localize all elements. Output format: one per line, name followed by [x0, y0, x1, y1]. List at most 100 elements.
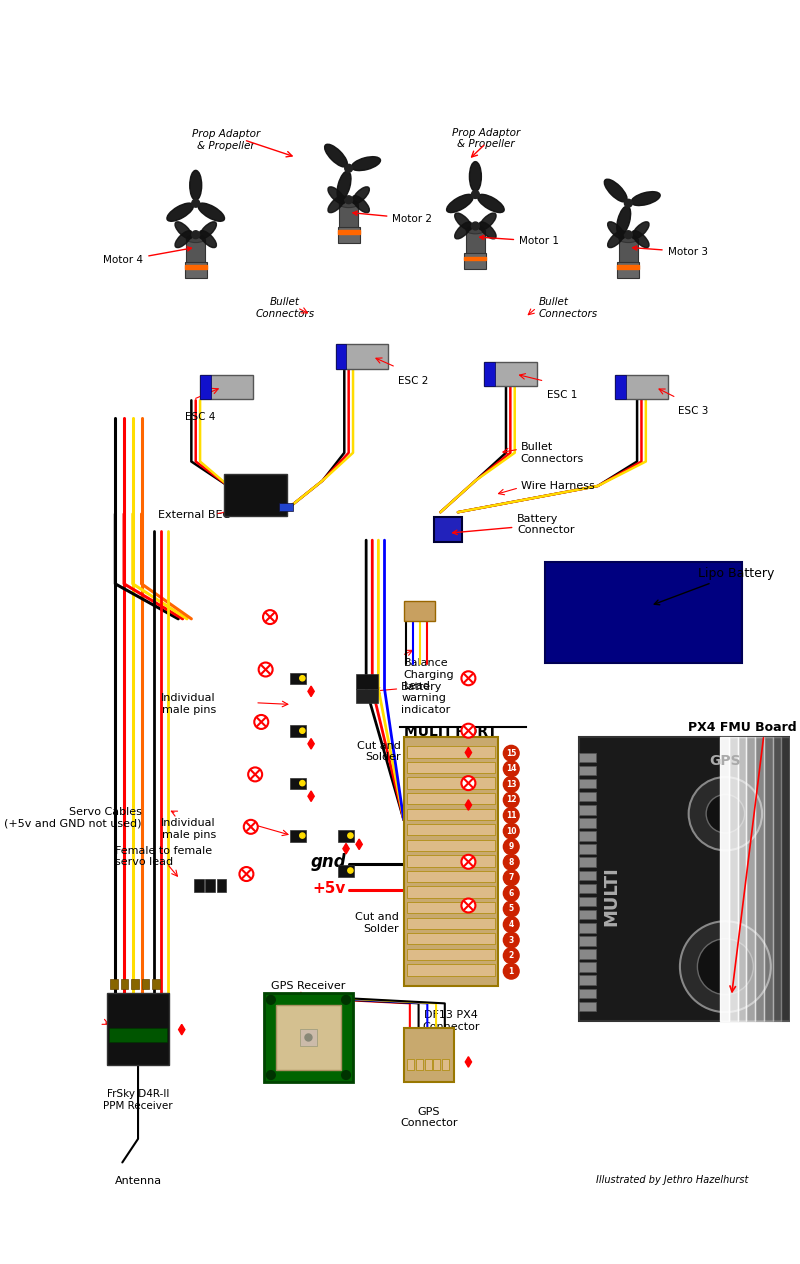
Bar: [404, 1028, 454, 1082]
Text: Battery
warning
indicator: Battery warning indicator: [401, 681, 450, 715]
Bar: [578, 937, 596, 945]
Bar: [729, 737, 738, 1021]
Bar: [186, 239, 205, 267]
Circle shape: [503, 933, 519, 948]
Bar: [578, 1001, 596, 1011]
Bar: [335, 344, 388, 369]
Bar: [194, 880, 203, 892]
Text: Prop Adaptor
& Propeller: Prop Adaptor & Propeller: [452, 128, 520, 149]
Circle shape: [625, 200, 632, 207]
Circle shape: [462, 671, 475, 685]
Bar: [185, 262, 206, 278]
Text: ESC 2: ESC 2: [398, 375, 429, 386]
Ellipse shape: [470, 162, 482, 192]
Circle shape: [239, 867, 254, 881]
Text: Antenna: Antenna: [114, 1177, 162, 1187]
Bar: [578, 791, 596, 801]
Text: 2: 2: [509, 951, 514, 961]
Ellipse shape: [198, 204, 225, 221]
Bar: [356, 689, 378, 703]
Bar: [416, 1059, 423, 1069]
Circle shape: [244, 820, 258, 834]
Circle shape: [348, 833, 353, 838]
Circle shape: [462, 776, 475, 790]
Circle shape: [503, 761, 519, 776]
Circle shape: [706, 795, 745, 833]
Bar: [404, 602, 435, 621]
Bar: [152, 978, 160, 990]
Bar: [407, 886, 494, 897]
Bar: [264, 994, 353, 1082]
Circle shape: [503, 839, 519, 854]
Ellipse shape: [632, 221, 649, 239]
Circle shape: [348, 868, 353, 873]
Bar: [356, 674, 378, 689]
Text: Servo Cables
(+5v and GND not used): Servo Cables (+5v and GND not used): [4, 808, 142, 829]
Text: 6: 6: [509, 889, 514, 897]
Circle shape: [192, 200, 200, 207]
Bar: [338, 228, 360, 243]
Text: ESC 4: ESC 4: [186, 412, 216, 422]
Ellipse shape: [186, 235, 205, 243]
Bar: [217, 880, 226, 892]
Bar: [407, 902, 494, 914]
Text: 11: 11: [506, 811, 517, 820]
Bar: [425, 1059, 432, 1069]
Bar: [185, 265, 206, 268]
Circle shape: [503, 916, 519, 933]
Text: 3: 3: [509, 935, 514, 944]
Polygon shape: [356, 839, 362, 849]
Bar: [755, 737, 764, 1021]
Bar: [300, 1029, 318, 1047]
Bar: [738, 737, 746, 1021]
Bar: [464, 257, 486, 260]
Ellipse shape: [337, 171, 351, 200]
Text: Motor 4: Motor 4: [103, 246, 191, 265]
Circle shape: [503, 948, 519, 963]
Bar: [338, 866, 354, 877]
Text: 4: 4: [509, 920, 514, 929]
Text: 14: 14: [506, 765, 517, 774]
Polygon shape: [178, 1024, 185, 1035]
Ellipse shape: [199, 230, 217, 248]
Polygon shape: [308, 738, 314, 750]
Bar: [434, 517, 462, 542]
Circle shape: [503, 746, 519, 761]
Bar: [615, 375, 668, 399]
Circle shape: [462, 854, 475, 868]
Bar: [618, 262, 639, 278]
Circle shape: [680, 921, 771, 1012]
Text: 9: 9: [509, 842, 514, 851]
Ellipse shape: [631, 192, 660, 206]
Bar: [578, 805, 596, 814]
Text: gnd: gnd: [310, 853, 346, 871]
Circle shape: [462, 724, 475, 738]
Bar: [407, 1059, 414, 1069]
Circle shape: [503, 901, 519, 916]
Bar: [290, 726, 306, 737]
Ellipse shape: [617, 206, 630, 235]
Bar: [546, 562, 742, 662]
Bar: [407, 793, 494, 804]
Bar: [578, 857, 596, 867]
Ellipse shape: [479, 222, 496, 239]
Text: 10: 10: [506, 827, 517, 836]
Text: Motor 1: Motor 1: [480, 235, 559, 246]
Ellipse shape: [479, 214, 496, 230]
Text: 7: 7: [509, 873, 514, 882]
Polygon shape: [308, 686, 314, 696]
Ellipse shape: [353, 187, 370, 204]
Bar: [206, 880, 215, 892]
Bar: [578, 844, 596, 854]
Bar: [578, 962, 596, 972]
Bar: [106, 994, 170, 1064]
Text: Female to female
servo lead: Female to female servo lead: [115, 846, 213, 867]
Text: Individual
male pins: Individual male pins: [161, 818, 216, 839]
Ellipse shape: [339, 200, 358, 207]
Text: GPS
Connector: GPS Connector: [400, 1106, 458, 1127]
Circle shape: [258, 662, 273, 676]
Bar: [466, 230, 485, 258]
Ellipse shape: [608, 230, 625, 248]
Text: Bullet
Connectors: Bullet Connectors: [521, 442, 584, 464]
Ellipse shape: [175, 221, 192, 239]
